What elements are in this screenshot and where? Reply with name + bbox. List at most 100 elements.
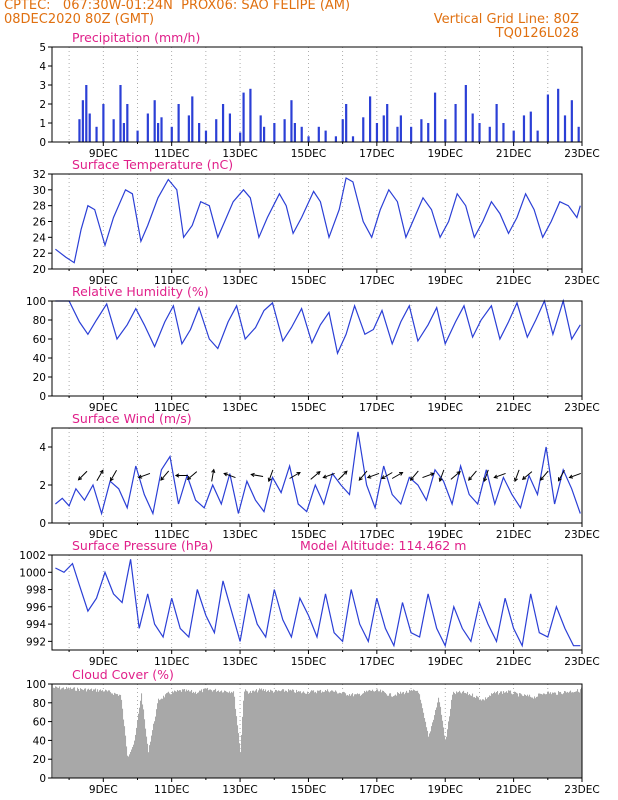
cloud-bar — [505, 692, 507, 778]
wind-arrow — [422, 472, 435, 479]
cloud-bar — [243, 700, 245, 778]
cloud-bar — [298, 691, 300, 778]
cloud-bar — [421, 703, 423, 778]
cloud-bar — [576, 691, 578, 778]
y-tick-label: 28 — [33, 201, 46, 213]
cloud-bar — [53, 687, 55, 778]
panel-frame — [51, 554, 583, 651]
wind-arrow-head — [380, 475, 386, 480]
cloud-bar — [522, 695, 524, 778]
cloud-bar — [360, 695, 362, 778]
cloud-bar — [306, 693, 308, 778]
cloud-bar — [271, 690, 273, 778]
cloud-bar — [92, 690, 94, 778]
x-tick-label: 17DEC — [359, 148, 394, 160]
cloud-bar — [465, 692, 467, 778]
cloud-bar — [551, 694, 553, 778]
cloud-bar — [329, 692, 331, 778]
wind-arrow — [438, 469, 445, 483]
cloud-bar — [373, 691, 375, 778]
cloud-bar — [463, 690, 465, 778]
precip-bar — [420, 119, 423, 142]
cloud-bar — [104, 691, 106, 778]
cloud-bar — [459, 690, 461, 778]
cloud-bar — [308, 693, 310, 778]
cloud-bar — [374, 691, 376, 778]
wind-arrow-shaft — [381, 472, 393, 479]
cloud-bar — [144, 719, 146, 778]
precip-bar — [433, 92, 437, 142]
cloud-bar — [283, 689, 285, 778]
cloud-bar — [372, 689, 374, 778]
cloud-bar — [509, 690, 511, 778]
cloud-bar — [203, 688, 205, 778]
cloud-bar — [467, 691, 469, 778]
wind-arrow — [366, 472, 380, 479]
cloud-bar — [487, 697, 489, 778]
precip-bar — [187, 115, 190, 142]
cloud-bar — [230, 693, 232, 778]
cloud-bar — [338, 693, 340, 778]
cloud-bar — [208, 690, 210, 778]
cloud-bar — [501, 691, 503, 778]
cloud-bar — [294, 692, 296, 778]
cloud-bar — [281, 690, 283, 778]
cloud-bar — [295, 692, 297, 778]
cloud-bar — [369, 689, 371, 778]
cloud-bar — [61, 688, 63, 778]
cloud-bar — [289, 690, 291, 778]
cloud-bar — [252, 690, 254, 778]
x-tick-label: 9DEC — [89, 529, 118, 541]
cloud-bar — [332, 690, 334, 778]
cloud-bar — [58, 687, 60, 778]
cloud-bar — [265, 689, 267, 778]
cloud-bar — [430, 731, 432, 778]
cloud-bar — [90, 689, 92, 778]
cloud-bar — [83, 690, 85, 778]
cloud-bar — [455, 694, 457, 778]
cloud-bar — [544, 693, 546, 778]
cloud-bar — [448, 721, 450, 778]
cloud-bar — [499, 693, 501, 778]
cloud-bar — [366, 690, 368, 778]
cloud-bar — [557, 694, 559, 778]
cloud-bar — [550, 692, 552, 778]
cloud-bar — [401, 693, 403, 778]
cloud-bar — [217, 691, 219, 778]
precip-bar — [157, 123, 160, 142]
cloud-bar — [255, 690, 257, 778]
cloud-bar — [99, 690, 101, 778]
panel-3: Relative Humidity (%) 0 20 40 60 80 100 9DEC 11D… — [26, 284, 600, 414]
cloud-bar — [303, 691, 305, 778]
precip-bar — [215, 119, 218, 142]
precip-bar — [177, 104, 180, 142]
cloud-bar — [323, 692, 325, 778]
cloud-bar — [478, 697, 480, 778]
y-tick-label: 5 — [39, 42, 46, 54]
wind-arrow-shaft — [268, 469, 274, 482]
cloud-bar — [434, 715, 436, 778]
wind-arrow — [186, 471, 198, 481]
cloud-bar — [164, 697, 166, 778]
cloud-bar — [381, 692, 383, 778]
cloud-bar — [315, 691, 317, 778]
cloud-bar — [105, 689, 107, 778]
cloud-bar — [219, 692, 221, 778]
cloud-bar — [388, 695, 390, 778]
cloud-bar — [433, 719, 435, 778]
cloud-bar — [568, 692, 570, 778]
cloud-bar — [537, 696, 539, 778]
wind-arrow-shaft — [558, 470, 565, 481]
cloud-bar — [573, 692, 575, 778]
x-tick-label: 17DEC — [359, 402, 394, 414]
precip-bar — [88, 113, 91, 142]
cloud-bar — [406, 690, 408, 778]
precip-bar — [502, 123, 505, 142]
cloud-bar — [204, 688, 206, 778]
cloud-bar — [66, 686, 68, 778]
cloud-bar — [102, 690, 104, 778]
cloud-bar — [540, 693, 542, 778]
cloud-bar — [60, 689, 62, 778]
cloud-bar — [574, 692, 576, 778]
cloud-bar — [342, 692, 344, 778]
